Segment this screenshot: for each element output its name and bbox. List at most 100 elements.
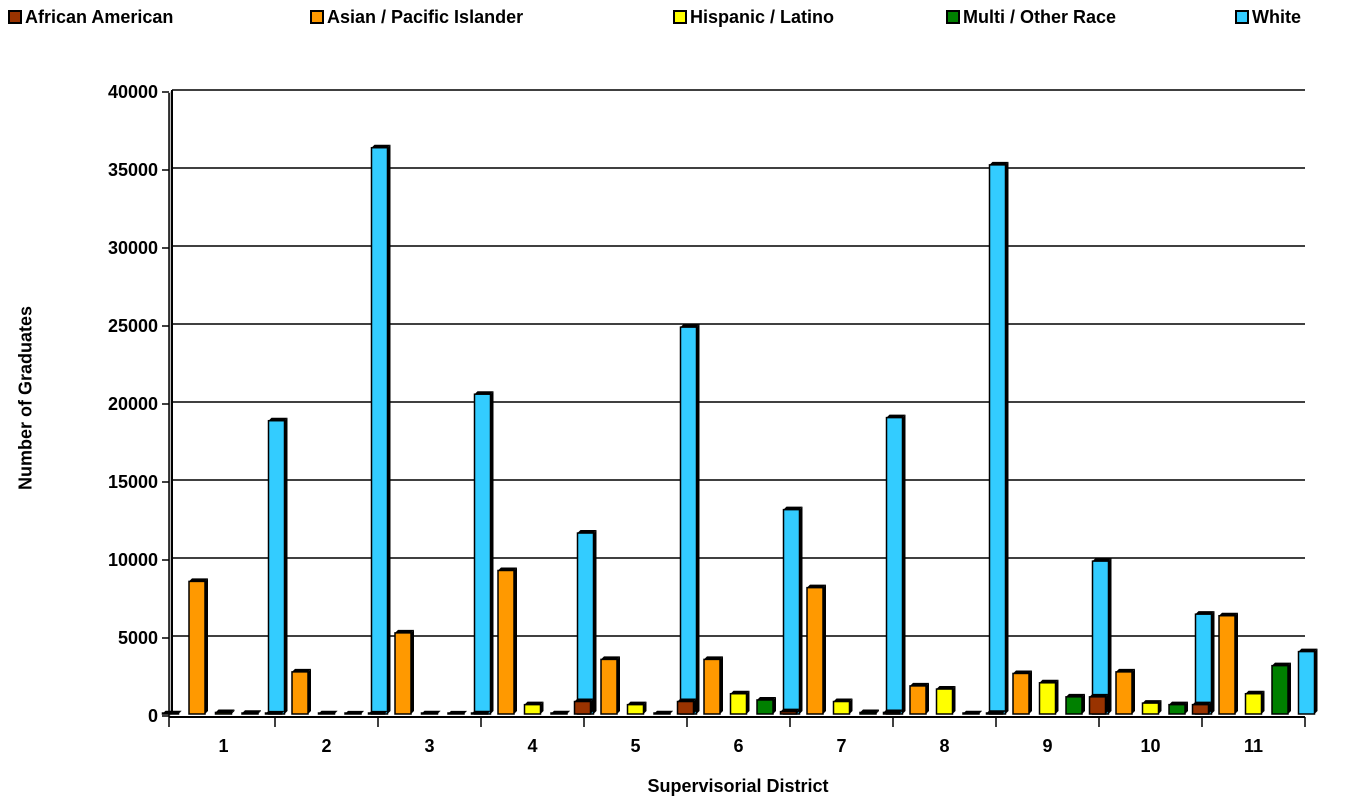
- y-tick-label: 10000: [108, 550, 158, 570]
- bar: [573, 700, 592, 715]
- bar-top: [1066, 693, 1085, 697]
- legend-item: Hispanic / Latino: [673, 8, 834, 26]
- bar: [1038, 682, 1057, 715]
- bar: [473, 393, 492, 715]
- legend-item: African American: [8, 8, 173, 26]
- bar-top: [498, 567, 517, 571]
- bar: [1115, 671, 1133, 715]
- bar: [523, 703, 542, 715]
- bar: [1194, 613, 1213, 715]
- bar: [782, 508, 801, 715]
- y-tick-label: 30000: [108, 238, 158, 258]
- bar: [729, 692, 748, 715]
- y-axis-label: Number of Graduates: [15, 305, 36, 491]
- bar: [291, 671, 309, 715]
- bar: [962, 712, 980, 715]
- bar: [161, 712, 180, 715]
- bar-top: [1089, 693, 1109, 697]
- bar: [600, 658, 618, 715]
- bar: [703, 658, 721, 715]
- bar-top: [730, 690, 750, 694]
- legend-item: White: [1235, 8, 1301, 26]
- legend-label: Asian / Pacific Islander: [327, 7, 524, 27]
- bar-top: [757, 696, 776, 700]
- y-tick-label: 25000: [108, 316, 158, 336]
- x-tick-label: 3: [424, 736, 434, 756]
- chart-legend: African American Asian / Pacific Islander…: [8, 4, 1340, 32]
- x-tick-label: 4: [527, 736, 537, 756]
- bar: [267, 419, 286, 715]
- bar: [985, 712, 1004, 715]
- bar: [367, 712, 386, 715]
- bar: [988, 164, 1007, 715]
- bar: [779, 710, 798, 715]
- bar: [1091, 560, 1110, 715]
- x-tick-label: 9: [1042, 736, 1052, 756]
- bar: [1191, 703, 1210, 715]
- bar: [935, 688, 954, 715]
- legend-item: Multi / Other Race: [946, 8, 1116, 26]
- bar: [756, 699, 774, 715]
- y-tick-label: 5000: [118, 628, 158, 648]
- bar: [317, 712, 336, 715]
- bar: [882, 711, 901, 715]
- bar: [1012, 672, 1030, 715]
- bar: [241, 712, 259, 715]
- bar: [394, 632, 412, 715]
- bar: [497, 569, 515, 715]
- bar: [470, 712, 489, 715]
- bar: [370, 146, 389, 715]
- x-tick-label: 11: [1244, 736, 1263, 756]
- bar: [832, 700, 851, 715]
- bar-top: [1219, 612, 1238, 616]
- bar-top: [1142, 700, 1162, 704]
- bar: [1218, 614, 1236, 715]
- legend-swatch: [673, 10, 687, 24]
- legend-label: White: [1252, 7, 1301, 27]
- bar: [679, 326, 698, 715]
- x-tick-label: 1: [218, 736, 228, 756]
- legend-item: Asian / Pacific Islander: [310, 8, 523, 26]
- bar: [420, 712, 439, 715]
- bar: [1065, 696, 1083, 715]
- bar-top: [215, 709, 235, 713]
- x-tick-label: 2: [321, 736, 331, 756]
- bar-top: [1013, 670, 1032, 674]
- bar: [1141, 702, 1160, 715]
- bar: [1297, 650, 1316, 715]
- bar-top: [1298, 648, 1318, 652]
- x-tick-label: 5: [630, 736, 640, 756]
- bar: [344, 712, 362, 715]
- bar: [576, 532, 595, 715]
- legend-swatch: [1235, 10, 1249, 24]
- x-tick-label: 8: [939, 736, 949, 756]
- bar: [447, 712, 465, 715]
- legend-swatch: [310, 10, 324, 24]
- bar: [1088, 696, 1107, 715]
- bar: [550, 712, 568, 715]
- x-tick-label: 7: [836, 736, 846, 756]
- bar: [806, 586, 824, 715]
- bar: [1244, 692, 1263, 715]
- y-tick-label: 0: [148, 706, 158, 726]
- bar-top: [1245, 690, 1265, 694]
- bar: [1271, 664, 1289, 715]
- bar: [885, 416, 904, 715]
- bar-top: [860, 709, 879, 713]
- legend-label: African American: [25, 7, 174, 27]
- bar: [859, 711, 877, 715]
- bar: [188, 580, 206, 715]
- bar-top: [883, 709, 903, 713]
- y-tick-label: 15000: [108, 472, 158, 492]
- y-tick-label: 40000: [108, 82, 158, 102]
- bar: [909, 685, 927, 715]
- bar: [264, 712, 283, 715]
- bar: [676, 700, 695, 715]
- y-tick-label: 20000: [108, 394, 158, 414]
- bar: [1168, 703, 1186, 715]
- legend-swatch: [946, 10, 960, 24]
- y-tick-label: 35000: [108, 160, 158, 180]
- legend-swatch: [8, 10, 22, 24]
- x-tick-label: 10: [1140, 736, 1160, 756]
